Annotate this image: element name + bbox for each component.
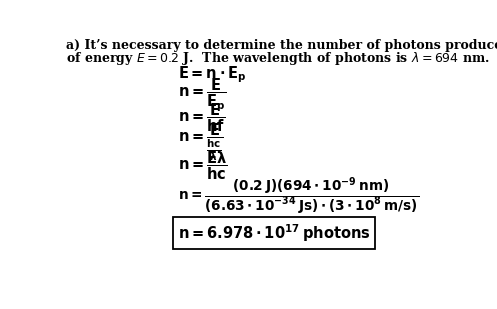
Text: $\mathbf{n = \dfrac{E}{\frac{hc}{\lambda}}}$: $\mathbf{n = \dfrac{E}{\frac{hc}{\lambda…: [178, 121, 223, 163]
Text: $\mathbf{E = n \cdot E_p}$: $\mathbf{E = n \cdot E_p}$: [178, 65, 247, 86]
Text: $\mathbf{n = \dfrac{(0.2 \: J)(694 \cdot 10^{-9} \: nm)}{(6.63 \cdot 10^{-34} \:: $\mathbf{n = \dfrac{(0.2 \: J)(694 \cdot…: [178, 176, 419, 217]
Text: of energy $E = 0.2$ J.  The wavelength of photons is $\lambda = 694$ nm.: of energy $E = 0.2$ J. The wavelength of…: [66, 50, 490, 67]
Text: $\mathbf{n = 6.978 \cdot 10^{17} \: photons}$: $\mathbf{n = 6.978 \cdot 10^{17} \: phot…: [178, 222, 370, 244]
Text: a) It’s necessary to determine the number of photons produced in one pulse: a) It’s necessary to determine the numbe…: [66, 40, 497, 53]
Text: $\mathbf{n = \dfrac{E\lambda}{hc}}$: $\mathbf{n = \dfrac{E\lambda}{hc}}$: [178, 149, 227, 182]
Text: $\mathbf{n = \dfrac{E}{E_p}}$: $\mathbf{n = \dfrac{E}{E_p}}$: [178, 77, 226, 114]
Text: $\mathbf{n = \dfrac{E}{hf}}$: $\mathbf{n = \dfrac{E}{hf}}$: [178, 102, 225, 134]
